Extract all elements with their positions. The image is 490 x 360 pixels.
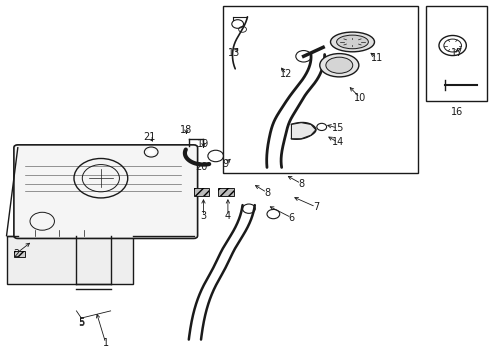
- FancyBboxPatch shape: [14, 145, 197, 238]
- Text: 20: 20: [195, 162, 207, 172]
- Bar: [194, 188, 209, 196]
- Text: 8: 8: [298, 179, 304, 189]
- Bar: [223, 6, 418, 173]
- Circle shape: [147, 149, 155, 155]
- Bar: [218, 188, 234, 196]
- Ellipse shape: [326, 57, 353, 73]
- Bar: [218, 188, 234, 196]
- Bar: [194, 188, 209, 196]
- Ellipse shape: [331, 32, 374, 52]
- Text: 10: 10: [354, 93, 366, 103]
- Text: 11: 11: [371, 53, 383, 63]
- Circle shape: [211, 153, 220, 159]
- Text: 16: 16: [451, 107, 464, 117]
- Bar: [14, 251, 25, 257]
- Bar: [14, 251, 25, 257]
- Text: 12: 12: [280, 69, 293, 79]
- Text: 4: 4: [225, 211, 231, 221]
- Text: 2: 2: [13, 248, 20, 258]
- Text: 8: 8: [264, 188, 270, 198]
- Text: 5: 5: [78, 319, 84, 328]
- Text: 17: 17: [451, 48, 464, 58]
- Text: 15: 15: [332, 123, 344, 133]
- Circle shape: [319, 125, 324, 129]
- Text: 13: 13: [228, 48, 241, 58]
- Text: 18: 18: [180, 125, 193, 135]
- Polygon shape: [6, 235, 133, 284]
- Ellipse shape: [320, 54, 359, 77]
- Bar: [426, 6, 487, 101]
- Circle shape: [245, 206, 252, 211]
- Text: 5: 5: [78, 317, 84, 327]
- Polygon shape: [292, 123, 316, 139]
- Text: 7: 7: [313, 202, 319, 212]
- Text: 14: 14: [332, 138, 344, 147]
- Text: 1: 1: [103, 338, 109, 348]
- Text: 6: 6: [288, 213, 294, 222]
- Text: 19: 19: [197, 139, 210, 149]
- Circle shape: [270, 212, 277, 217]
- Text: 9: 9: [222, 159, 228, 169]
- Text: 3: 3: [200, 211, 206, 221]
- Ellipse shape: [337, 35, 368, 49]
- Text: 21: 21: [144, 132, 156, 142]
